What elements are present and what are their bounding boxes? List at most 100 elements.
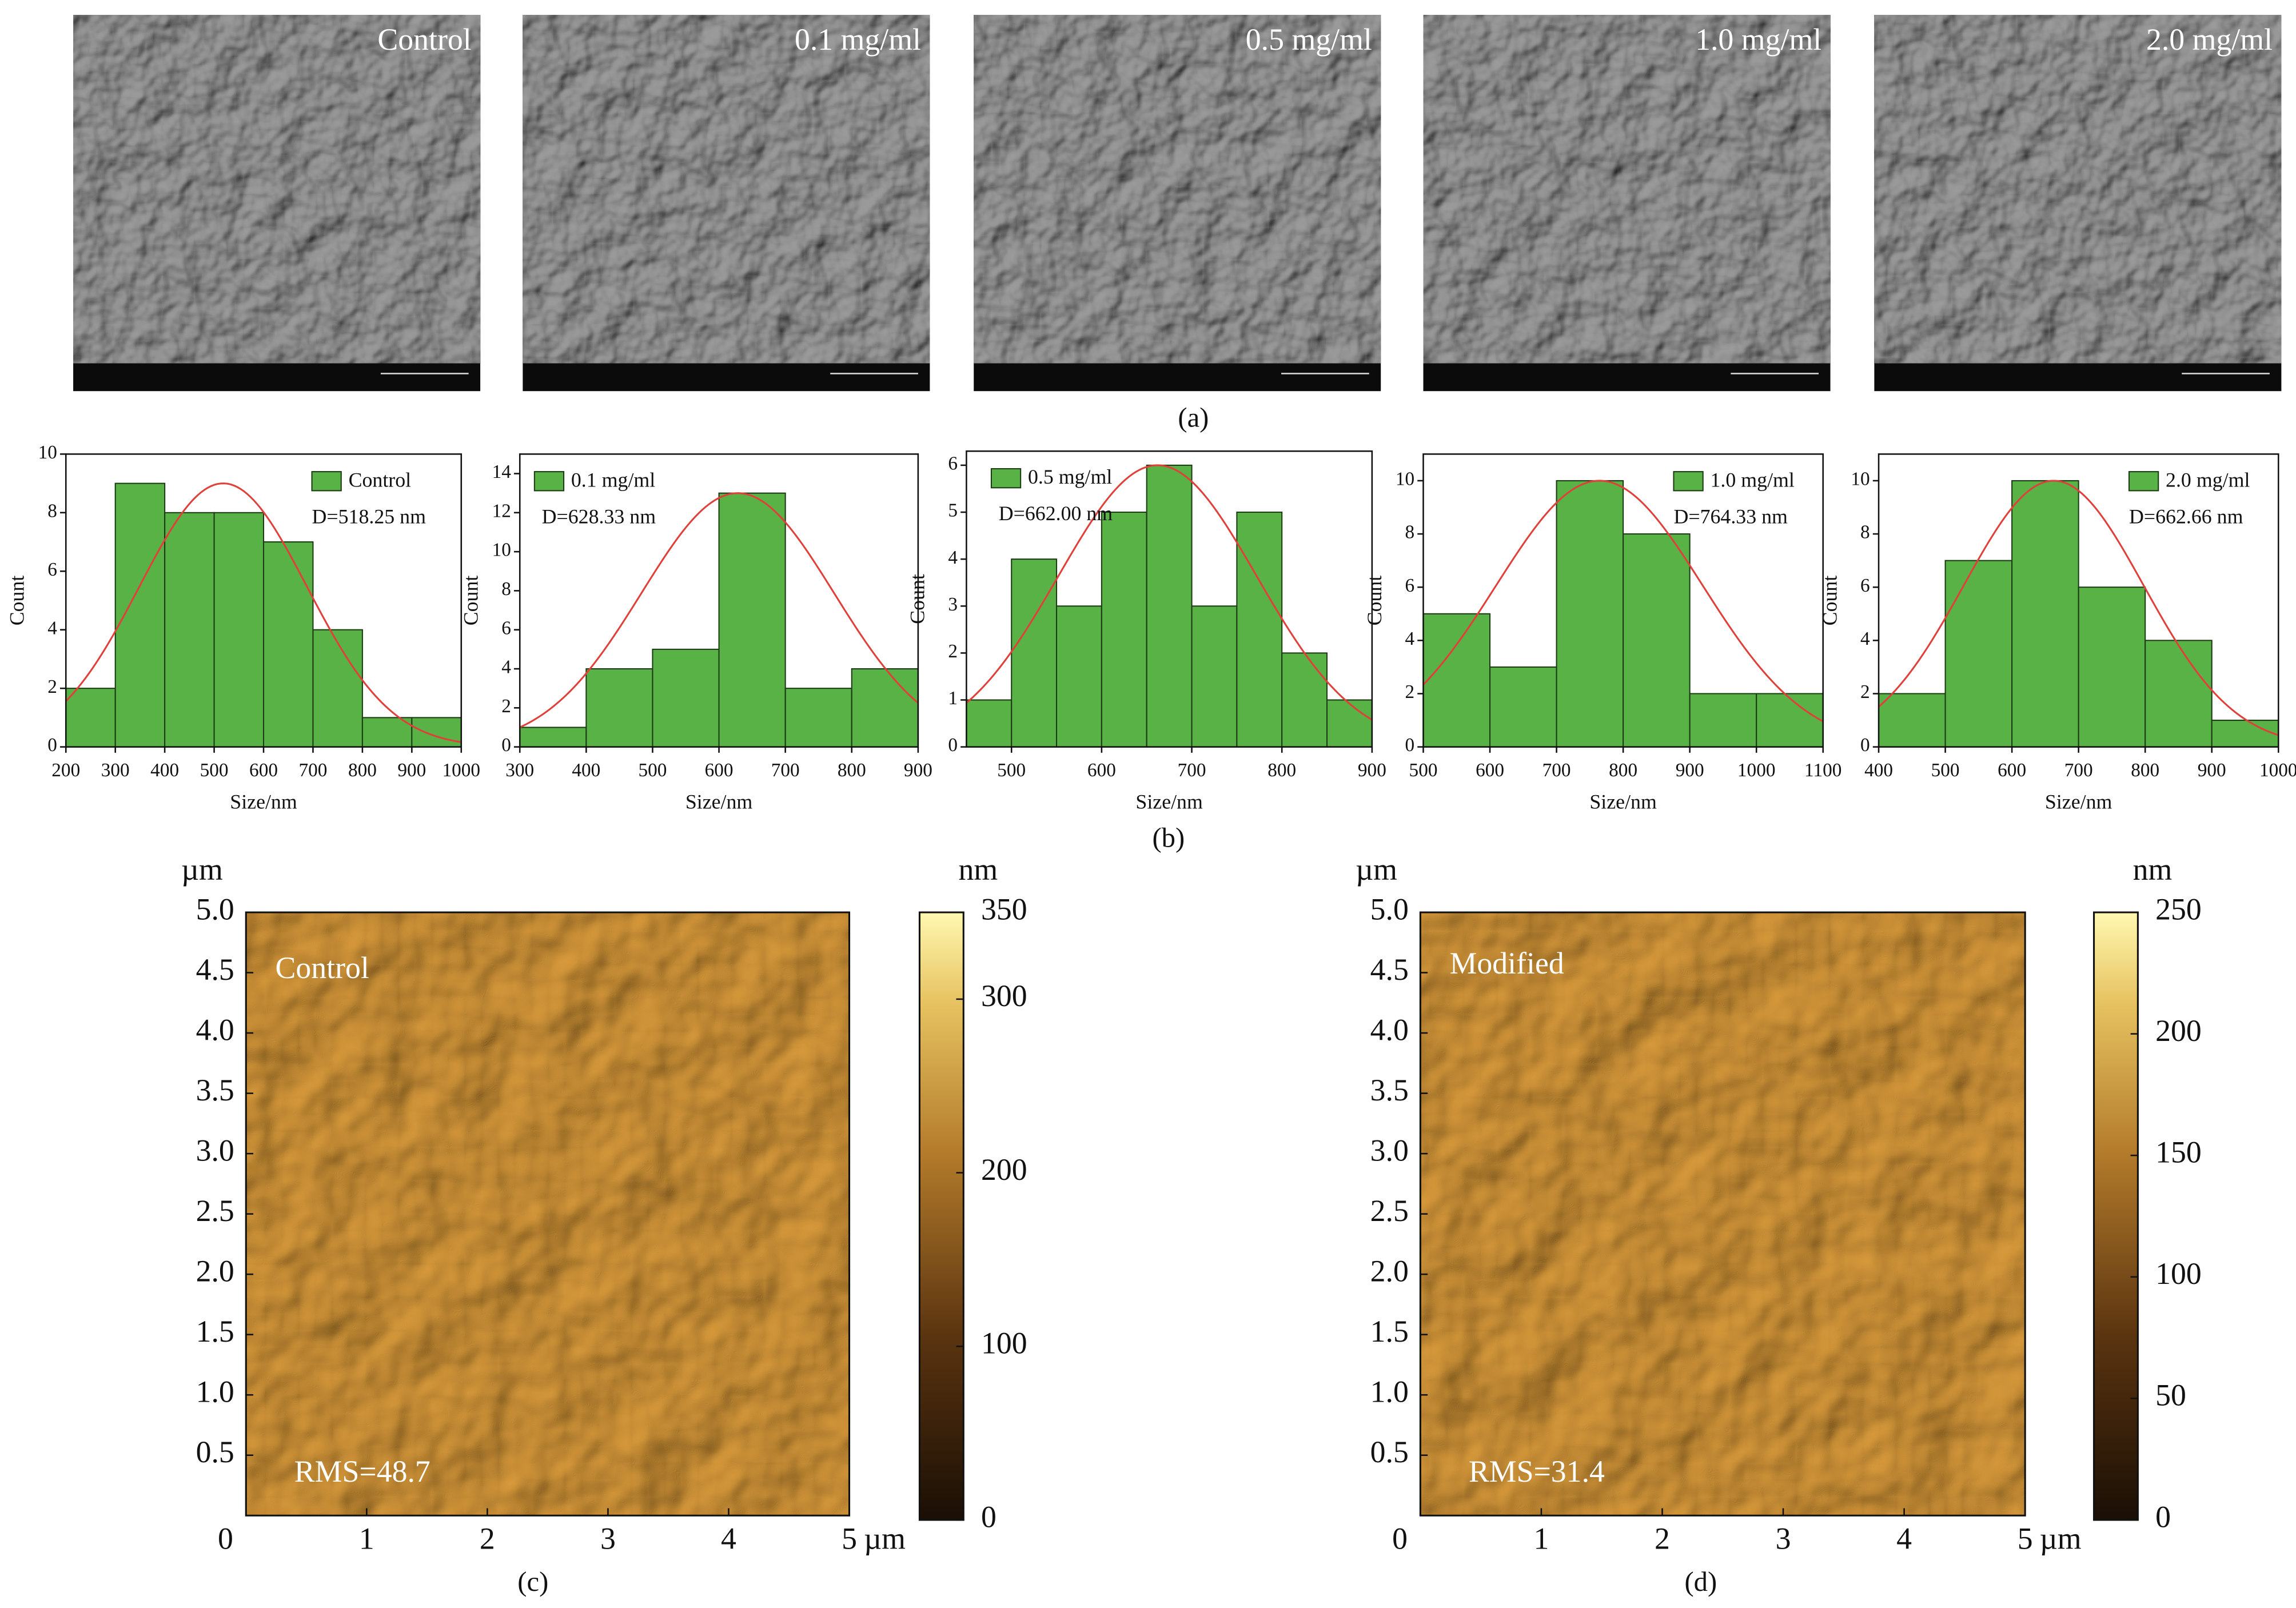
legend-swatch: [311, 471, 342, 492]
annotation: D=628.33 nm: [542, 505, 656, 528]
sem-image: [523, 15, 930, 364]
x-unit: µm: [2040, 1522, 2082, 1556]
y-tick-label: 1.5: [1370, 1314, 1409, 1348]
y-tick-label: 6: [1405, 575, 1415, 596]
sem-info-bar: [73, 363, 481, 392]
y-tick-label: 2: [501, 696, 511, 717]
caption: (a): [1178, 402, 1209, 433]
sem-label: 0.1 mg/ml: [795, 22, 921, 57]
sample-label: Control: [276, 951, 369, 985]
histogram-bar: [2078, 586, 2146, 748]
y-tick-label: 10: [1396, 469, 1414, 490]
y-tick-label: 8: [501, 578, 511, 600]
x-tick-label: 2: [480, 1522, 495, 1556]
histogram-bar: [1422, 613, 1491, 748]
x-tick-label: 500: [1409, 760, 1438, 781]
histogram-bar: [851, 668, 919, 748]
x-axis-label: Size/nm: [1589, 791, 1657, 813]
x-tick-label: 500: [1931, 760, 1960, 781]
histogram-bar: [1101, 511, 1147, 748]
histogram-bar: [1056, 605, 1102, 748]
histogram-bar: [2144, 640, 2213, 748]
caption: (b): [1152, 823, 1185, 853]
y-tick-label: 2.5: [196, 1194, 234, 1228]
x-tick-label: 0: [1392, 1522, 1408, 1556]
y-tick-label: 14: [492, 461, 512, 482]
histogram-bar: [519, 727, 587, 748]
annotation: D=764.33 nm: [1673, 505, 1788, 528]
y-tick-label: 0: [47, 735, 57, 756]
x-tick-label: 3: [1776, 1522, 1791, 1556]
histogram-bar: [164, 512, 215, 748]
y-tick-label: 4.5: [1370, 952, 1409, 987]
histogram-bar: [2211, 720, 2279, 748]
y-tick-label: 2: [1860, 681, 1870, 703]
fit-curve: [1878, 480, 2279, 736]
x-tick-label: 1000: [1737, 760, 1776, 781]
y-tick-label: 10: [38, 442, 57, 463]
x-tick-label: 400: [1864, 760, 1893, 781]
histogram-bar: [966, 699, 1013, 748]
y-tick-label: 10: [492, 540, 511, 561]
y-tick-label: 0.5: [1370, 1435, 1409, 1469]
y-tick-label: 3.5: [1370, 1073, 1409, 1107]
annotation: D=518.25 nm: [312, 505, 426, 528]
caption: (c): [517, 1566, 548, 1597]
y-tick-label: 0: [501, 735, 511, 756]
y-tick-label: 6: [1860, 575, 1870, 596]
x-tick-label: 700: [771, 760, 800, 781]
colorbar-tick-label: 200: [981, 1152, 1027, 1187]
x-tick-label: 900: [2198, 760, 2226, 781]
x-tick-label: 5: [842, 1522, 857, 1556]
y-tick-label: 8: [1405, 522, 1415, 543]
x-tick-label: 700: [2064, 760, 2093, 781]
sem-image: [73, 15, 481, 364]
colorbar-tick-label: 50: [2155, 1378, 2186, 1413]
x-tick-label: 1000: [443, 760, 481, 781]
histogram-bar: [2011, 480, 2079, 748]
histogram-bar: [1236, 511, 1283, 748]
x-tick-label: 3: [600, 1522, 616, 1556]
x-axis-label: Size/nm: [685, 791, 753, 813]
y-tick-label: 1: [948, 688, 958, 709]
x-axis-label: Size/nm: [230, 791, 297, 813]
x-tick-label: 300: [505, 760, 534, 781]
histogram-bar: [1556, 480, 1624, 748]
afm-image: [246, 912, 850, 1516]
x-tick-label: 800: [1267, 760, 1296, 781]
y-tick-label: 2.5: [1370, 1194, 1409, 1228]
y-tick-label: 2: [948, 641, 958, 662]
x-tick-label: 600: [1476, 760, 1504, 781]
x-tick-label: 0: [218, 1522, 233, 1556]
histogram-bar: [1623, 533, 1691, 748]
y-tick-label: 0: [1860, 735, 1870, 756]
histogram-bar: [1878, 693, 1946, 748]
sem-image: [974, 15, 1381, 364]
colorbar-unit: nm: [2133, 852, 2173, 887]
y-tick-label: 2.0: [196, 1254, 234, 1288]
histogram-bar: [1689, 693, 1757, 748]
x-tick-label: 600: [1998, 760, 2026, 781]
y-tick-label: 5: [948, 500, 958, 521]
x-tick-label: 800: [348, 760, 377, 781]
legend-label: 0.1 mg/ml: [571, 468, 655, 491]
x-tick-label: 600: [1087, 760, 1116, 781]
y-tick-label: 5.0: [196, 892, 234, 926]
x-tick-label: 600: [705, 760, 734, 781]
x-tick-label: 300: [101, 760, 130, 781]
y-tick-label: 8: [47, 500, 57, 521]
y-tick-label: 4.0: [196, 1012, 234, 1047]
rms-label: RMS=48.7: [294, 1454, 431, 1489]
y-tick-label: 4: [1860, 628, 1870, 649]
y-tick-label: 4.0: [1370, 1012, 1409, 1047]
colorbar-tick-label: 250: [2155, 892, 2202, 926]
colorbar-tick-label: 0: [2155, 1499, 2171, 1534]
sample-label: Modified: [1450, 946, 1564, 980]
x-axis-label: Size/nm: [1135, 791, 1203, 813]
x-tick-label: 4: [1896, 1522, 1912, 1556]
y-axis-label: Count: [1363, 576, 1386, 626]
x-unit: µm: [864, 1522, 906, 1556]
y-tick-label: 5.0: [1370, 892, 1409, 926]
histogram-bar: [652, 648, 720, 748]
legend-label: 0.5 mg/ml: [1028, 465, 1112, 488]
